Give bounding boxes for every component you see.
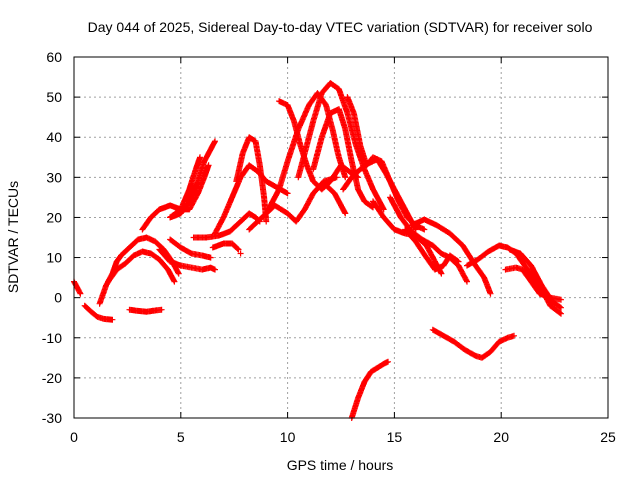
data-point-markers [81, 302, 116, 323]
series-arc-09 [156, 246, 218, 273]
series-arc-18 [295, 80, 387, 213]
chart-title: Day 044 of 2025, Sidereal Day-to-day VTE… [88, 19, 593, 35]
series-arc-08 [167, 154, 203, 221]
y-tick-label: 10 [46, 250, 62, 266]
x-tick-label: 15 [387, 429, 403, 445]
x-tick-labels: 0 5 10 15 20 25 [70, 429, 616, 445]
data-point-markers [506, 246, 564, 311]
series-arc-05 [105, 248, 178, 285]
y-tick-labels: -30 -20 -10 0 10 20 30 40 50 60 [42, 49, 62, 426]
y-tick-label: -20 [42, 370, 62, 386]
series-arc-14 [233, 134, 270, 225]
data-point-markers [402, 226, 462, 273]
x-tick-label: 5 [177, 429, 185, 445]
y-tick-label: 40 [46, 129, 62, 145]
y-tick-label: 20 [46, 209, 62, 225]
data-point-markers [237, 250, 244, 257]
x-axis-label: GPS time / hours [287, 457, 394, 473]
series-arc-12 [209, 240, 242, 253]
y-tick-label: -30 [42, 410, 62, 426]
data-marks [71, 80, 564, 421]
series-arc-31 [506, 246, 564, 311]
x-tick-label: 25 [600, 429, 616, 445]
data-point-markers [429, 326, 517, 361]
series-arc-26 [402, 226, 462, 273]
series-arc-32 [237, 250, 244, 257]
data-point-markers [263, 90, 349, 217]
data-point-markers [340, 156, 419, 233]
data-point-markers [209, 240, 242, 253]
series-arc-11 [190, 210, 263, 241]
x-tick-label: 20 [493, 429, 509, 445]
data-point-markers [323, 182, 349, 217]
x-tick-label: 0 [70, 429, 78, 445]
y-tick-label: 60 [46, 49, 62, 65]
data-point-markers [156, 246, 218, 273]
y-tick-label: 30 [46, 169, 62, 185]
series-arc-28 [429, 326, 517, 361]
data-point-markers [105, 248, 178, 285]
data-point-markers [295, 80, 387, 213]
series-arc-16 [263, 90, 349, 217]
data-point-markers [233, 134, 270, 225]
series-arc-10 [167, 236, 214, 261]
y-axis-label: SDTVAR / TECUs [5, 181, 21, 293]
y-tick-label: 0 [54, 290, 62, 306]
y-tick-label: -10 [42, 330, 62, 346]
series-arc-02 [81, 302, 116, 323]
data-point-markers [126, 306, 165, 315]
y-tick-label: 50 [46, 89, 62, 105]
axis-ticks [73, 56, 609, 419]
series-arc-20 [323, 182, 349, 217]
series-arc-03 [126, 306, 165, 315]
x-tick-label: 10 [280, 429, 296, 445]
series-arc-22 [340, 156, 419, 233]
data-point-markers [167, 154, 203, 221]
data-point-markers [167, 236, 214, 261]
plot-frame [73, 56, 609, 419]
data-point-markers [190, 210, 263, 241]
